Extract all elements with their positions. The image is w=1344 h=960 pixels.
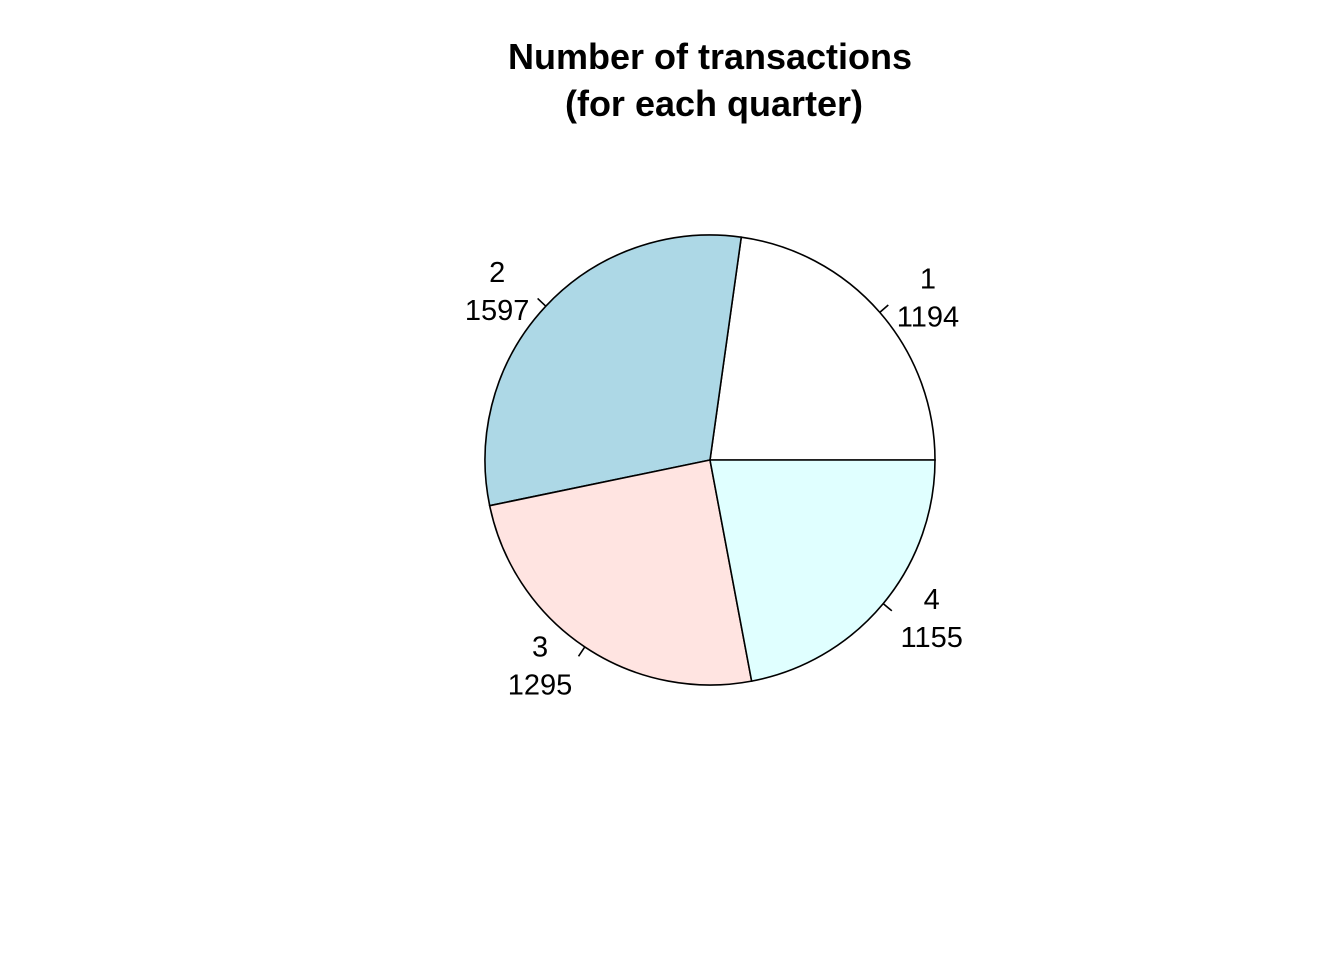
pie-tick-2	[537, 297, 547, 307]
pie-slice-1	[709, 236, 936, 461]
pie-label-value: 1155	[901, 622, 963, 654]
pie-label-category: 1	[920, 264, 936, 296]
pie-labels: 1 1194 2 1597 3 1295 4 1155	[465, 257, 963, 702]
pie-tick-3	[577, 646, 586, 657]
pie-label-value: 1295	[508, 670, 573, 702]
pie-label-value: 1194	[897, 302, 959, 334]
pie-tick-1	[879, 304, 889, 313]
pie-slice-2	[484, 234, 743, 507]
pie-label-4: 4 1155	[901, 584, 963, 654]
pie-label-category: 4	[924, 584, 940, 616]
pie-label-category: 2	[489, 257, 505, 289]
chart-title-line-2: (for each quarter)	[565, 83, 863, 124]
pie-label-category: 3	[532, 632, 548, 664]
pie-tick-4	[882, 603, 893, 612]
pie-label-3: 3 1295	[508, 632, 573, 702]
pie-slices	[484, 234, 936, 686]
pie-label-value: 1597	[465, 295, 530, 327]
chart-title-line-1: Number of transactions	[508, 36, 912, 77]
pie-label-2: 2 1597	[465, 257, 530, 327]
pie-label-1: 1 1194	[897, 264, 959, 334]
pie-slice-4	[709, 459, 936, 683]
